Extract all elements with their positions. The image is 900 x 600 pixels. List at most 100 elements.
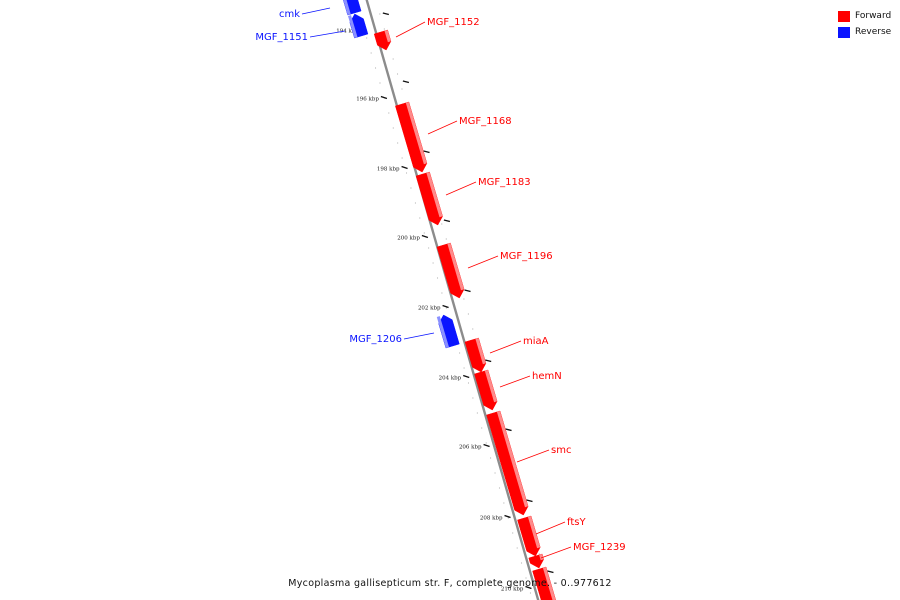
gene-mgf_1183[interactable]: MGF_1183: [415, 171, 531, 226]
gene-label[interactable]: MGF_1168: [459, 116, 512, 127]
gene-mgf_1206[interactable]: MGF_1206: [349, 314, 460, 349]
guide-dot: [445, 307, 447, 309]
gene-leader-line: [301, 7, 331, 15]
gene-label[interactable]: MGF_1151: [255, 32, 308, 43]
scale-tick-mark: [483, 443, 490, 448]
strand-legend: Forward Reverse: [838, 9, 898, 41]
gene-label[interactable]: MGF_1183: [478, 177, 531, 188]
gene-hemn[interactable]: hemN: [474, 369, 562, 411]
gene-leader-line: [489, 340, 522, 354]
gene-smc[interactable]: smc: [486, 410, 572, 516]
gene-leader-line: [309, 30, 346, 38]
guide-dot: [388, 112, 390, 114]
gene-arrow[interactable]: [415, 171, 443, 226]
gene-label[interactable]: smc: [551, 445, 571, 456]
guide-dot: [441, 223, 443, 225]
gene-miaa[interactable]: miaA: [464, 336, 549, 373]
scale-tick-label: 208 kbp: [480, 516, 503, 522]
gene-label[interactable]: MGF_1206: [349, 334, 402, 345]
gene-arrow-highlight: [426, 172, 443, 218]
guide-dot: [521, 562, 523, 564]
gene-leader-line: [427, 120, 458, 135]
gene-arrow-highlight: [447, 243, 465, 291]
gene-label[interactable]: MGF_1239: [573, 542, 626, 553]
gene-arrow[interactable]: [436, 242, 465, 299]
scale-tick-mark: [505, 428, 512, 432]
scale-tick-mark: [485, 359, 492, 363]
gene-leader-line: [467, 255, 499, 269]
gene-label[interactable]: miaA: [523, 336, 549, 347]
gene-arrow-highlight: [527, 516, 541, 549]
scale-tick-label: 196 kbp: [356, 97, 379, 103]
guide-dot: [481, 427, 483, 429]
guide-dot: [419, 217, 421, 219]
guide-dot: [370, 52, 372, 54]
scale-tick-mark: [402, 80, 410, 84]
gene-arrow[interactable]: [474, 369, 498, 411]
guide-dot: [405, 172, 408, 174]
scale-tick-mark: [380, 95, 388, 100]
guide-dot: [467, 313, 469, 315]
gene-cmk[interactable]: cmk: [279, 0, 362, 20]
scale-tick-mark: [382, 12, 390, 16]
scale-tick-mark: [525, 585, 532, 590]
gene-arrow-highlight: [475, 338, 486, 365]
gene-label[interactable]: ftsY: [567, 517, 586, 528]
gene-arrow[interactable]: [395, 101, 428, 173]
scale-tick-label: 204 kbp: [439, 376, 462, 382]
guide-dot: [445, 238, 447, 240]
gene-leader-line: [403, 332, 435, 340]
guide-dot: [472, 397, 474, 399]
guide-dot: [494, 472, 496, 474]
guide-dot: [503, 502, 505, 504]
gene-leader-line: [535, 521, 566, 535]
scale-tick-mark: [526, 499, 533, 503]
gene-mgf_1152[interactable]: MGF_1152: [373, 17, 480, 51]
gene-arrow-highlight: [436, 316, 449, 348]
genome-title: Mycoplasma gallisepticum str. F, complet…: [288, 578, 612, 589]
gene-arrow-highlight: [542, 567, 556, 600]
scale-tick-label: 206 kbp: [459, 445, 482, 451]
gene-ftsy[interactable]: ftsY: [517, 515, 587, 557]
gene-mgf_1196[interactable]: MGF_1196: [436, 242, 553, 299]
gene-arrow-highlight: [539, 554, 544, 561]
gene-label[interactable]: cmk: [279, 9, 300, 20]
guide-dot: [538, 553, 540, 555]
guide-dot: [379, 13, 381, 15]
scale-tick-label: 210 kbp: [501, 587, 524, 593]
gene-unnamed[interactable]: [532, 566, 557, 600]
guide-dot: [512, 532, 514, 534]
gene-mgf_1239[interactable]: MGF_1239: [528, 542, 626, 569]
scale-tick-label: 198 kbp: [377, 167, 400, 173]
guide-dot: [485, 442, 487, 444]
gene-arrow[interactable]: [517, 515, 541, 557]
guide-dot: [410, 187, 412, 189]
guide-dot: [423, 232, 425, 234]
guide-dot: [379, 82, 381, 84]
scale-tick-mark: [401, 165, 408, 170]
guide-dot: [428, 247, 430, 249]
guide-dot: [432, 262, 434, 264]
guide-dot: [525, 577, 527, 579]
guide-dot: [441, 292, 443, 294]
genes: cmk MGF_1151 MGF_1152 MGF_1168 MGF_1183 MGF_1…: [255, 0, 626, 600]
legend-label-forward: Forward: [855, 11, 892, 21]
scale-tick-mark: [462, 374, 470, 379]
guide-dot: [467, 382, 470, 384]
gene-label[interactable]: MGF_1152: [427, 17, 480, 28]
guide-dot: [507, 517, 509, 519]
guide-dot: [529, 592, 531, 594]
scale-tick-label: 202 kbp: [418, 306, 441, 312]
guide-dot: [436, 277, 439, 279]
gene-arrow[interactable]: [486, 410, 529, 516]
gene-mgf_1168[interactable]: MGF_1168: [395, 101, 512, 173]
gene-mgf_1151[interactable]: MGF_1151: [255, 13, 369, 43]
gene-label[interactable]: MGF_1196: [500, 251, 553, 262]
scale-tick-mark: [443, 219, 451, 223]
scale-tick-mark: [504, 514, 511, 519]
guide-dot: [392, 58, 394, 60]
legend-item-reverse: Reverse: [838, 25, 898, 39]
gene-label[interactable]: hemN: [532, 371, 562, 382]
gene-arrow-highlight: [405, 102, 427, 165]
